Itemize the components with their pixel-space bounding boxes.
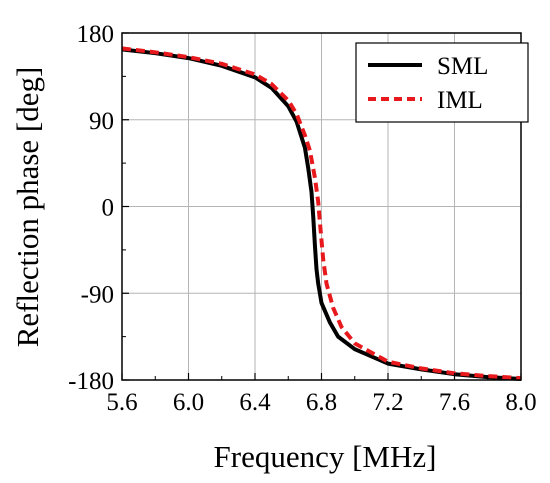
y-tick-label: 90 [89, 108, 114, 135]
legend: SML IML [355, 42, 529, 123]
y-axis-label: Reflection phase [deg] [10, 67, 45, 348]
x-tick-labels: 5.6 6.0 6.4 6.8 7.2 7.6 8.0 [106, 389, 536, 416]
x-tick-label: 5.6 [106, 389, 137, 416]
x-tick-label: 6.8 [306, 389, 337, 416]
y-tick-label: 0 [102, 195, 115, 222]
x-tick-label: 7.2 [372, 389, 403, 416]
series-line-iml [121, 46, 522, 381]
x-tick-label: 6.0 [173, 389, 204, 416]
legend-label-iml: IML [437, 87, 483, 114]
y-tick-label: -180 [68, 368, 114, 395]
ticks [121, 32, 522, 381]
x-tick-label: 8.0 [505, 389, 536, 416]
legend-box [355, 42, 529, 123]
legend-label-sml: SML [437, 53, 488, 80]
series-layer [121, 46, 522, 381]
x-tick-label: 7.6 [439, 389, 470, 416]
x-tick-label: 6.4 [239, 389, 271, 416]
y-tick-labels: 180 90 0 -90 -180 [68, 21, 114, 395]
x-axis-label: Frequency [MHz] [214, 439, 437, 474]
y-tick-label: -90 [81, 281, 114, 308]
y-tick-label: 180 [77, 21, 115, 48]
